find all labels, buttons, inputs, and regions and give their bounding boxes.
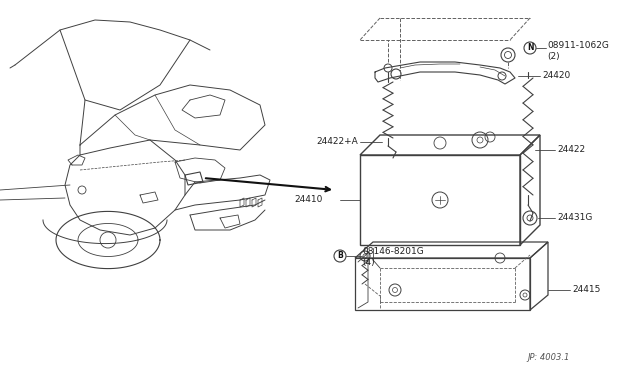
Text: 24422: 24422 [557, 145, 585, 154]
Text: 08911-1062G: 08911-1062G [547, 41, 609, 49]
Text: 24422+A: 24422+A [316, 138, 358, 147]
Text: 24410: 24410 [294, 196, 323, 205]
Text: B: B [337, 251, 343, 260]
Text: JP: 4003.1: JP: 4003.1 [527, 353, 570, 362]
Text: 08146-8201G: 08146-8201G [362, 247, 424, 257]
Text: 24420: 24420 [542, 71, 570, 80]
Text: (4): (4) [362, 259, 374, 267]
Text: 24415: 24415 [572, 285, 600, 295]
Text: N: N [527, 44, 533, 52]
Text: (2): (2) [547, 51, 559, 61]
Text: 24431G: 24431G [557, 214, 593, 222]
